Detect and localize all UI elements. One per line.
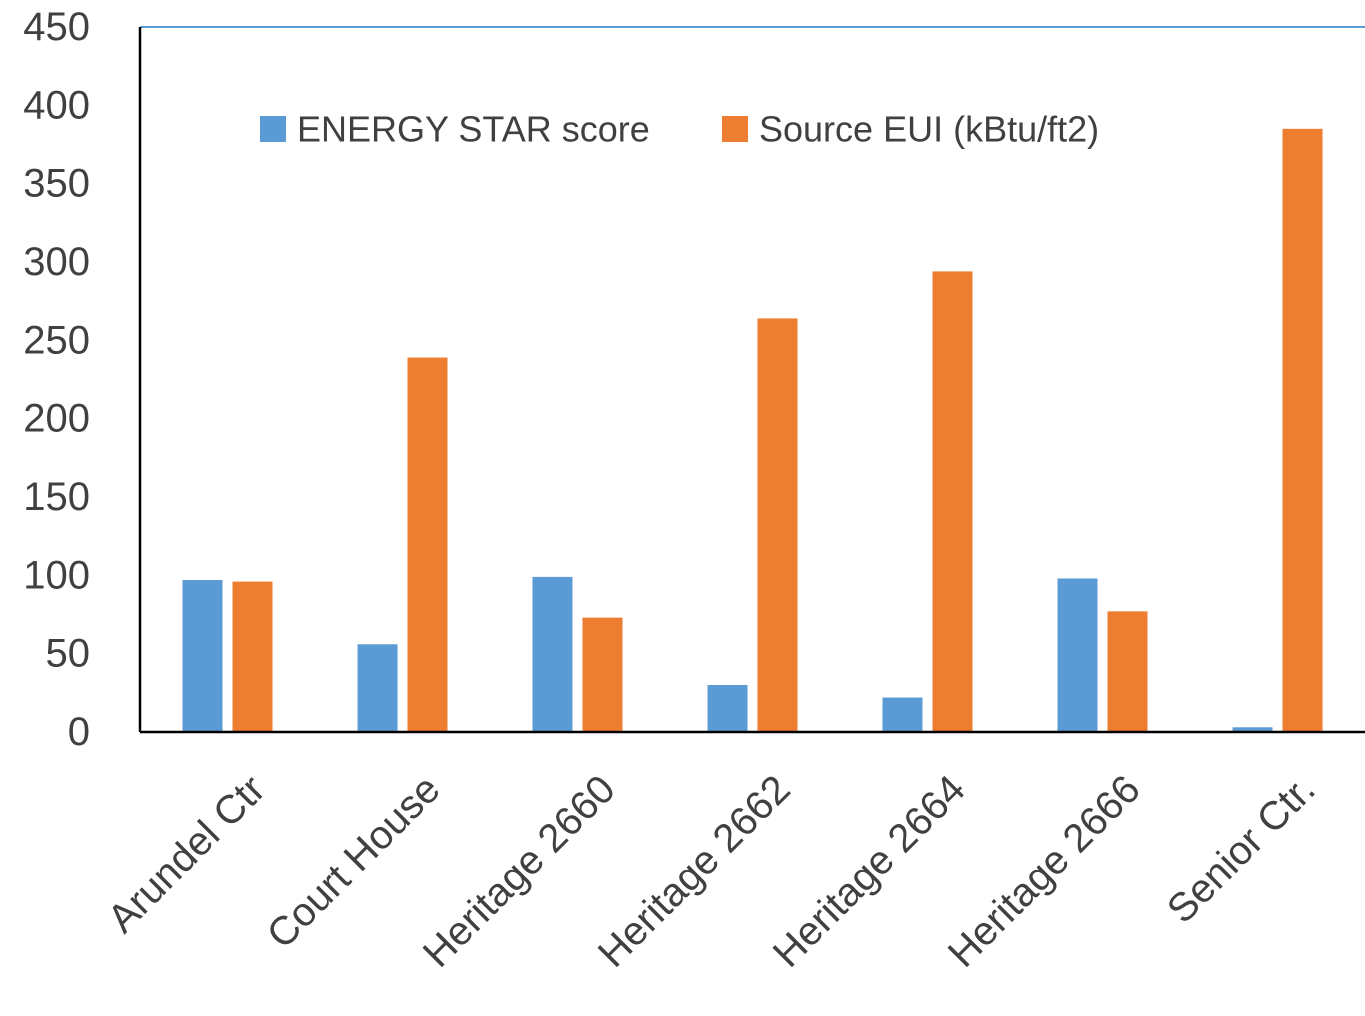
bar-source-eui: [1282, 128, 1323, 733]
x-tick-label: Arundel Ctr: [99, 767, 273, 941]
y-tick-label: 200: [23, 397, 90, 441]
bar-energy-star-score: [1232, 727, 1273, 732]
legend: ENERGY STAR score Source EUI (kBtu/ft2): [260, 109, 1099, 150]
y-tick-label: 450: [23, 5, 90, 49]
bar-source-eui: [932, 271, 973, 732]
y-tick-labels: 0 50 100 150 200 250 300 350 400 450: [23, 5, 90, 754]
bar-source-eui: [1107, 611, 1148, 732]
legend-swatch-energy-star-score: [260, 116, 286, 142]
legend-label-source-eui: Source EUI (kBtu/ft2): [759, 109, 1099, 150]
legend-label-energy-star-score: ENERGY STAR score: [297, 109, 650, 150]
y-tick-label: 400: [23, 83, 90, 127]
bar-energy-star-score: [182, 580, 223, 732]
x-tick-label: Senior Ctr.: [1159, 767, 1324, 932]
bar-energy-star-score: [882, 697, 923, 732]
bar-energy-star-score: [357, 644, 398, 732]
bar-energy-star-score: [707, 685, 748, 732]
y-tick-label: 300: [23, 240, 90, 284]
legend-swatch-source-eui: [722, 116, 748, 142]
bars: [182, 128, 1323, 733]
bar-source-eui: [232, 581, 273, 732]
y-tick-label: 50: [46, 632, 91, 676]
y-tick-label: 0: [68, 710, 90, 754]
y-tick-label: 150: [23, 475, 90, 519]
bar-source-eui: [757, 318, 798, 732]
bar-source-eui: [407, 357, 448, 732]
bar-energy-star-score: [1057, 578, 1098, 732]
bar-energy-star-score: [532, 576, 573, 732]
bar-source-eui: [582, 617, 623, 732]
y-tick-label: 350: [23, 162, 90, 206]
y-tick-label: 100: [23, 553, 90, 597]
x-tick-label: Court House: [259, 767, 449, 957]
y-tick-label: 250: [23, 318, 90, 362]
